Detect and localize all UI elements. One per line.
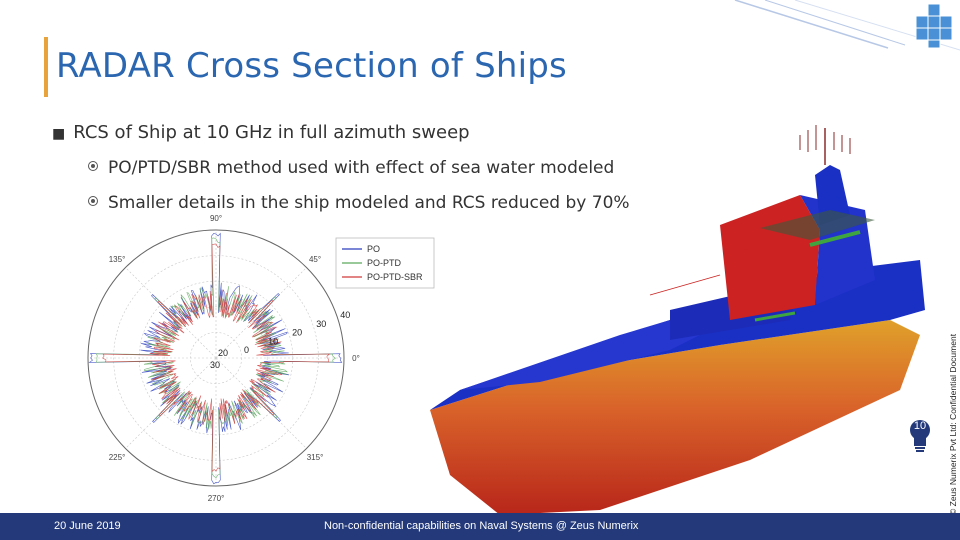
- sub-bullet-1: PO/PTD/SBR method used with effect of se…: [88, 158, 614, 178]
- legend-po-ptd-sbr: PO-PTD-SBR: [367, 272, 423, 282]
- square-bullet-icon: ■: [52, 126, 66, 142]
- footer-bar: [0, 513, 960, 540]
- polar-spoke: [215, 357, 307, 449]
- sub-bullet-text: PO/PTD/SBR method used with effect of se…: [108, 158, 615, 178]
- polar-ring: [87, 229, 345, 487]
- circle-bullet-icon: [88, 196, 98, 206]
- circle-bullet-icon: [88, 161, 98, 171]
- confidential-note: © Zeus Numerix Pvt Ltd: Confidential Doc…: [948, 333, 958, 515]
- polar-rcs-plot: 90°45°0°315°270°225°180°135°403020100203…: [84, 214, 435, 503]
- polar-radial-label: 0: [244, 345, 249, 355]
- polar-labels: 90°45°0°315°270°225°180°135°403020100203…: [84, 214, 360, 503]
- polar-radial-label: 20: [292, 328, 302, 338]
- page-number: 10: [913, 420, 927, 432]
- polar-angle-label: 315°: [307, 453, 324, 462]
- polar-spoke: [125, 267, 217, 359]
- polar-radial-label: 40: [340, 310, 350, 320]
- legend-po: PO: [367, 244, 380, 254]
- cube-logo-icon: [915, 3, 953, 49]
- polar-ring: [113, 255, 319, 461]
- polar-angle-label: 90°: [210, 214, 222, 223]
- ship-rcs-model: [430, 125, 925, 515]
- polar-inner-label: 20: [218, 348, 228, 358]
- sub-bullet-2: Smaller details in the ship modeled and …: [88, 193, 630, 213]
- polar-radial-label: 30: [316, 319, 326, 329]
- polar-angle-label: 270°: [208, 494, 225, 503]
- polar-traces: [88, 232, 343, 485]
- polar-radial-label: 10: [268, 336, 278, 346]
- polar-legend: PO PO-PTD PO-PTD-SBR: [335, 237, 435, 289]
- polar-angle-label: 135°: [109, 255, 126, 264]
- page-title: RADAR Cross Section of Ships: [56, 46, 567, 86]
- polar-inner-label: 30: [210, 360, 220, 370]
- lightbulb-icon: [910, 420, 930, 452]
- legend-po-ptd: PO-PTD: [367, 258, 402, 268]
- footer-date: 20 June 2019: [54, 520, 121, 532]
- polar-ring: [164, 306, 268, 410]
- main-bullet-text: RCS of Ship at 10 GHz in full azimuth sw…: [73, 122, 470, 143]
- polar-trace: [88, 232, 343, 485]
- polar-grid: [87, 229, 345, 487]
- polar-trace: [95, 237, 336, 479]
- footer-center-text: Non-confidential capabilities on Naval S…: [324, 520, 639, 532]
- polar-trace: [102, 243, 331, 473]
- polar-angle-label: 45°: [309, 255, 321, 264]
- sub-bullet-text: Smaller details in the ship modeled and …: [108, 193, 630, 213]
- polar-angle-label: 225°: [109, 453, 126, 462]
- main-bullet: ■ RCS of Ship at 10 GHz in full azimuth s…: [52, 122, 470, 143]
- polar-angle-label: 0°: [352, 354, 360, 363]
- title-accent-bar: [44, 37, 48, 97]
- polar-spoke: [215, 267, 307, 359]
